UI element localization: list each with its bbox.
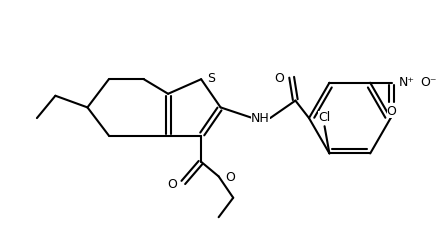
Text: O⁻: O⁻: [420, 76, 436, 89]
Text: O: O: [387, 106, 396, 118]
Text: Cl: Cl: [318, 111, 330, 124]
Text: O: O: [167, 178, 177, 191]
Text: N⁺: N⁺: [399, 76, 414, 89]
Text: NH: NH: [251, 112, 270, 125]
Text: S: S: [207, 72, 215, 85]
Text: O: O: [225, 171, 235, 184]
Text: O: O: [274, 72, 284, 85]
